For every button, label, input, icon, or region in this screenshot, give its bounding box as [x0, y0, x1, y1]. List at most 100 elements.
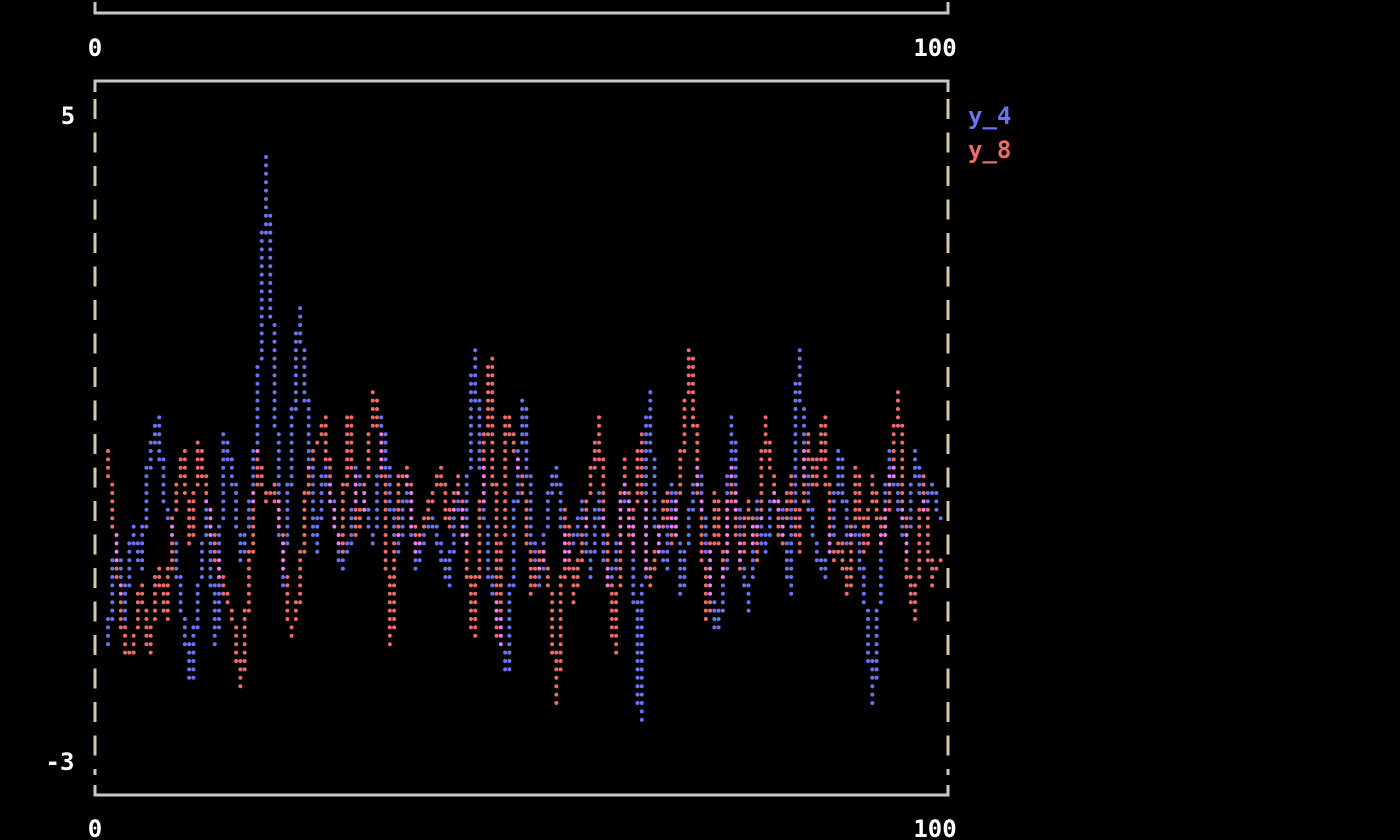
y_4-dot — [263, 230, 268, 235]
y_8-dot — [895, 415, 900, 420]
y_4-dot — [276, 432, 281, 437]
y_4-dot — [144, 507, 149, 512]
y_8-dot — [626, 533, 631, 537]
y_8-dot — [494, 541, 499, 546]
y_4-dot — [644, 440, 649, 445]
y_8-dot — [387, 617, 392, 621]
y_8-dot — [473, 617, 478, 621]
y_8-dot — [366, 474, 371, 479]
y_4-dot — [712, 625, 717, 630]
overlap-dot — [887, 474, 892, 479]
plot-frame-top — [93, 79, 950, 92]
y_4-dot — [520, 432, 525, 437]
y_4-dot — [208, 549, 213, 554]
y_8-dot — [682, 415, 687, 420]
y_4-dot — [451, 524, 456, 529]
y_4-dot — [447, 575, 452, 579]
y_8-dot — [533, 583, 537, 588]
y_4-dot — [131, 533, 136, 537]
y_4-dot — [793, 440, 798, 445]
y_8-dot — [639, 449, 644, 453]
y_8-dot — [451, 491, 456, 495]
y_4-dot — [545, 507, 550, 512]
overlap-dot — [281, 558, 286, 563]
overlap-dot — [336, 541, 341, 546]
y_4-dot — [597, 499, 602, 504]
y_8-dot — [187, 499, 192, 504]
y_4-dot — [319, 507, 324, 512]
y_4-dot — [541, 541, 546, 546]
y_4-dot — [268, 281, 273, 285]
y_8-dot — [383, 541, 388, 546]
y_4-dot — [285, 516, 290, 521]
y_4-dot — [310, 533, 315, 537]
overlap-dot — [827, 533, 832, 537]
y_4-dot — [144, 482, 149, 487]
y_8-dot — [562, 566, 567, 571]
y_4-dot — [861, 600, 866, 605]
y_8-dot — [396, 507, 401, 512]
y_4-dot — [934, 507, 939, 512]
legend-y_4: y_4 — [968, 102, 1011, 130]
y_8-dot — [328, 474, 333, 479]
y_4-dot — [733, 465, 738, 470]
y_8-dot — [498, 608, 503, 613]
y_8-dot — [370, 407, 375, 411]
y_4-dot — [486, 566, 491, 571]
y_8-dot — [293, 617, 298, 621]
y_8-dot — [494, 566, 499, 571]
y_4-dot — [840, 474, 845, 479]
overlap-dot — [776, 507, 781, 512]
overlap-dot — [481, 491, 486, 495]
y_4-dot — [439, 558, 444, 563]
y_4-dot — [737, 507, 742, 512]
y_8-dot — [195, 457, 200, 462]
y_8-dot — [490, 482, 495, 487]
y_4-dot — [285, 507, 290, 512]
y_4-dot — [178, 608, 183, 613]
y_4-dot — [806, 491, 811, 495]
y_4-dot — [199, 558, 204, 563]
y_8-dot — [695, 457, 700, 462]
y_4-dot — [639, 591, 644, 596]
y_4-dot — [639, 625, 644, 630]
overlap-dot — [464, 533, 469, 537]
y_4-dot — [473, 373, 478, 378]
y_4-dot — [652, 491, 657, 495]
y_4-dot — [895, 499, 900, 504]
overlap-dot — [733, 507, 738, 512]
y_8-dot — [695, 440, 700, 445]
y_8-dot — [558, 625, 563, 630]
y_8-dot — [635, 482, 640, 487]
y_8-dot — [904, 516, 909, 521]
y_4-dot — [678, 566, 683, 571]
overlap-dot — [498, 642, 503, 647]
y_4-dot — [217, 541, 222, 546]
y-tick-neg3: -3 — [46, 748, 75, 776]
y_4-dot — [767, 507, 772, 512]
y_4-dot — [652, 457, 657, 462]
overlap-dot — [900, 516, 905, 521]
y_8-dot — [793, 507, 798, 512]
y_8-dot — [199, 449, 204, 453]
y_8-dot — [340, 541, 345, 546]
y_8-dot — [567, 533, 572, 537]
y_4-dot — [883, 482, 888, 487]
y_8-dot — [806, 449, 811, 453]
y_4-dot — [614, 549, 619, 554]
y_4-dot — [251, 449, 256, 453]
overlap-dot — [332, 524, 337, 529]
y_4-dot — [729, 415, 734, 420]
y_4-dot — [486, 549, 491, 554]
overlap-dot — [725, 541, 730, 546]
y_4-dot — [793, 474, 798, 479]
y_4-dot — [524, 423, 529, 428]
y_8-dot — [878, 516, 883, 521]
y_4-dot — [866, 617, 871, 621]
overlap-dot — [114, 541, 119, 546]
overlap-dot — [772, 491, 777, 495]
y_4-dot — [246, 507, 251, 512]
y_4-dot — [195, 583, 200, 588]
y_8-dot — [345, 457, 350, 462]
y_8-dot — [652, 566, 657, 571]
